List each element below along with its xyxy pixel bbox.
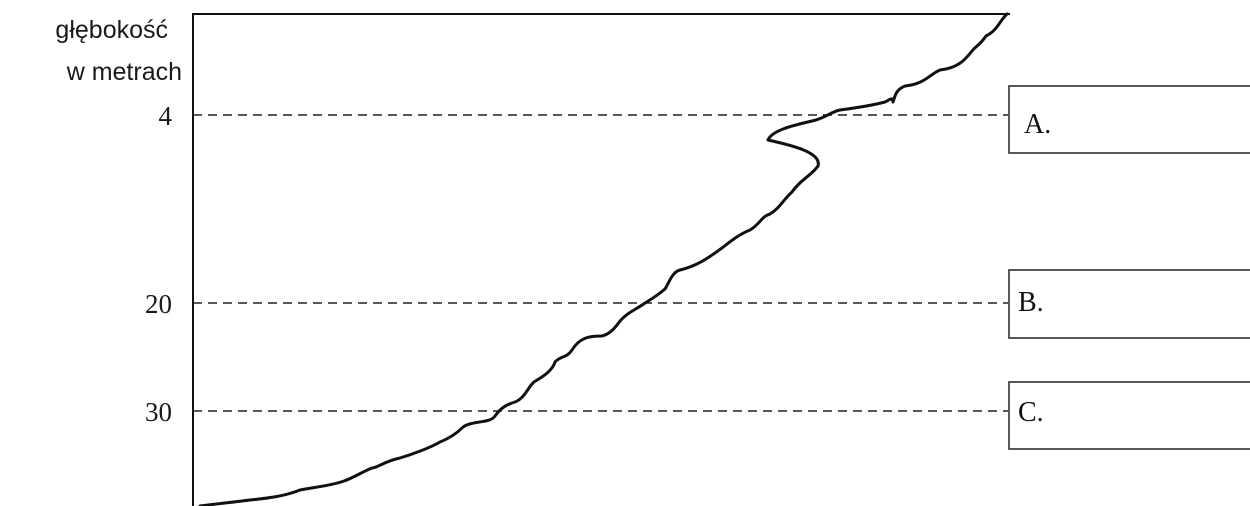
- answer-box-b-label: B.: [1018, 287, 1044, 318]
- diagram-frame: [192, 13, 1010, 506]
- answer-box-a[interactable]: [1008, 85, 1250, 154]
- y-axis-label-line2: w metrach: [66, 58, 182, 86]
- answer-box-c-label: C.: [1018, 397, 1044, 428]
- y-axis-label-line1: głębokość: [55, 16, 168, 44]
- answer-box-a-label: A.: [1024, 109, 1051, 140]
- profile-curve: [198, 12, 1009, 506]
- depth-label-30: 30: [145, 397, 172, 427]
- depth-label-20: 20: [145, 289, 172, 319]
- answer-box-c[interactable]: [1008, 381, 1250, 450]
- depth-label-4: 4: [159, 101, 173, 131]
- answer-box-b[interactable]: [1008, 269, 1250, 339]
